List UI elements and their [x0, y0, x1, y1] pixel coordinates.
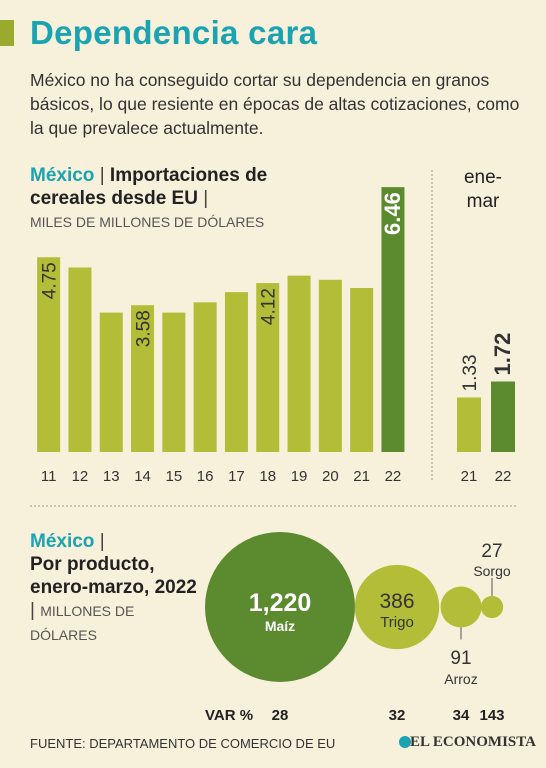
- accent: [0, 20, 14, 46]
- bar: [162, 312, 186, 452]
- x-tick-label: 20: [322, 468, 339, 485]
- change-value: 143: [479, 707, 504, 724]
- logo-icon: [399, 736, 411, 748]
- title: Importaciones de cereales desde EU: [30, 165, 268, 209]
- x-tick-label: 16: [197, 468, 214, 485]
- x-tick-label: 15: [166, 468, 183, 485]
- x-tick-label: 21: [461, 468, 478, 485]
- country: México: [30, 531, 95, 552]
- change-value: 34: [453, 707, 470, 724]
- source: FUENTE: DEPARTAMENTO DE COMERCIO DE EU: [30, 736, 336, 751]
- category-label: Trigo: [380, 614, 414, 631]
- title: Dependencia cara: [30, 14, 318, 51]
- bar: [287, 275, 311, 452]
- change-value: 28: [272, 707, 289, 724]
- bar: [318, 279, 342, 452]
- bar: [37, 257, 61, 452]
- description: México no ha conseguido cortar su depend…: [30, 70, 520, 138]
- bar: [131, 305, 155, 452]
- bubble: [480, 595, 504, 619]
- bubble: [205, 532, 355, 682]
- value-label: 1,220: [249, 589, 312, 617]
- bar: [256, 283, 280, 452]
- bar: [193, 302, 217, 452]
- value-label: 27: [481, 541, 502, 562]
- value-label: 1.72: [490, 333, 515, 376]
- x-tick-label: 12: [72, 468, 89, 485]
- value-label: 4.12: [259, 288, 280, 325]
- x-tick-label: 17: [228, 468, 245, 485]
- x-tick-label: 22: [495, 468, 512, 485]
- change-label: VAR %: [205, 707, 253, 724]
- value-label: 4.75: [40, 262, 61, 299]
- brand: EL ECONOMISTA: [410, 734, 536, 750]
- bubble: [354, 564, 440, 650]
- x-tick-label: 13: [103, 468, 120, 485]
- title: Por producto, enero-marzo, 2022: [30, 554, 197, 598]
- value-label: 3.58: [134, 310, 155, 347]
- value-label: 6.46: [380, 192, 405, 235]
- bar: [457, 397, 481, 452]
- unit: MILLONES DE DÓLARES: [30, 603, 135, 643]
- category-label: Maíz: [265, 618, 295, 634]
- x-tick-label: 14: [134, 468, 151, 485]
- bar: [68, 267, 92, 452]
- bar: [224, 292, 248, 452]
- bar: [99, 312, 123, 452]
- chart-title: México | Por producto, enero-marzo, 2022…: [30, 531, 197, 643]
- country: México: [30, 165, 95, 186]
- x-tick-label: 18: [259, 468, 276, 485]
- x-tick-label: 19: [291, 468, 308, 485]
- value-label: 386: [379, 590, 414, 613]
- chart-title: ene-mar: [463, 167, 503, 212]
- unit: MILES DE MILLONES DE DÓLARES: [30, 214, 265, 230]
- change-value: 32: [389, 707, 406, 724]
- x-tick-label: 11: [41, 468, 57, 485]
- x-tick-label: 22: [385, 468, 402, 485]
- bar: [381, 187, 405, 452]
- category-label: Arroz: [444, 671, 477, 687]
- value-label: 91: [450, 648, 471, 669]
- bubble: [440, 586, 482, 628]
- chart-title: México | Importaciones de cereales desde…: [30, 165, 268, 230]
- bar: [350, 288, 374, 452]
- x-tick-label: 21: [353, 468, 370, 485]
- category-label: Sorgo: [473, 563, 511, 579]
- bar: [491, 381, 515, 452]
- value-label: 1.33: [460, 354, 481, 391]
